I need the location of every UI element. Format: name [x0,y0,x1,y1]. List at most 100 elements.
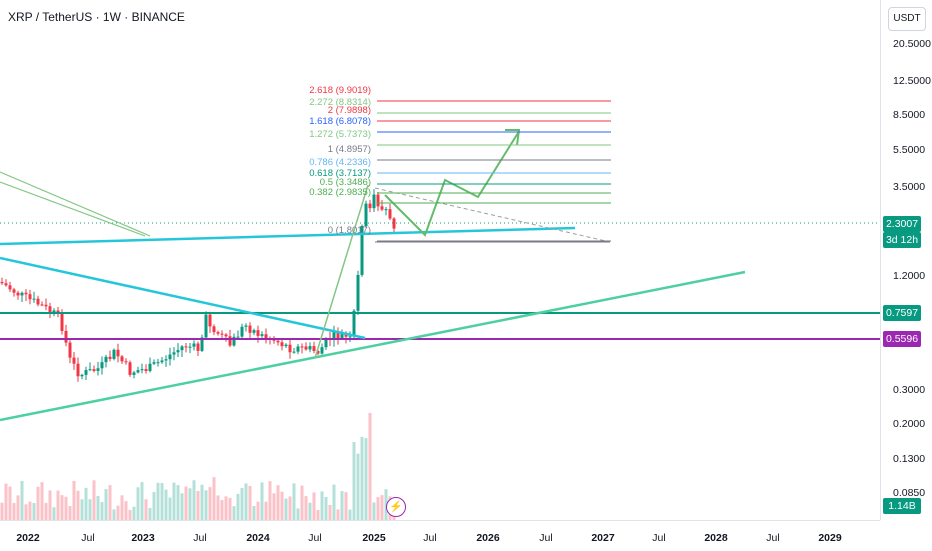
volume-bar [172,482,176,520]
projection-arrowhead [505,129,521,146]
candle-body [104,356,108,363]
candle-body [12,289,16,293]
volume-bar [244,483,248,520]
candle-body [172,352,176,355]
candle-body [120,356,124,362]
volume-bar [204,490,208,520]
candle-body [48,306,52,313]
candle-body [116,349,120,357]
candle-body [100,362,104,369]
volume-bar [284,498,288,520]
candle-body [4,283,8,286]
time-tick: 2026 [476,532,500,544]
candle-body [52,310,56,313]
volume-bar [292,483,296,520]
volume-bar [176,485,180,520]
candle-body [136,370,140,373]
projection-path [384,132,519,237]
price-tick: 5.5000 [893,144,926,156]
price-tick: 3.5000 [893,181,926,193]
price-chart[interactable]: 2.618 (9.9019)2.272 (8.8314)2 (7.9898)1.… [0,0,880,520]
volume-tag: 1.14B [883,498,921,514]
candle-body [368,203,372,209]
volume-bar [56,490,60,520]
volume-bar [16,495,20,520]
fib-level-label: 1.618 (6.8078) [309,116,371,127]
candle-body [124,361,128,363]
volume-bar [336,509,340,520]
volume-bar [344,492,348,520]
time-scale[interactable] [0,520,880,551]
lightning-icon[interactable]: ⚡ [386,497,406,517]
candle-body [56,310,60,313]
candle-body [148,363,152,371]
volume-bar [160,483,164,520]
volume-bar [228,497,232,520]
candle-body [196,343,200,351]
volume-bar [348,509,352,520]
volume-bar [264,501,268,520]
candle-body [316,350,320,354]
candle-body [24,292,28,295]
currency-button[interactable]: USDT [888,7,926,31]
volume-bar [92,480,96,520]
volume-bar [272,493,276,520]
candle-body [88,369,92,371]
symbol-title[interactable]: XRP / TetherUS · 1W · BINANCE [8,10,185,24]
fib-level-label: 0.618 (3.7137) [309,168,371,179]
chart-pane[interactable]: 2.618 (9.9019) 2.272 (8.8314) 2 (7.9898) 1.… [0,0,880,520]
time-tick: 2027 [591,532,615,544]
volume-bar [80,499,84,520]
volume-bar [188,488,192,520]
candle-body [296,346,300,352]
volume-bar [256,501,260,520]
time-tick: Jul [81,532,95,544]
candle-body [84,370,88,375]
price-scale[interactable] [880,0,932,520]
volume-bar [316,509,320,520]
candle-body [332,331,336,340]
volume-bar [20,480,24,520]
volume-bar [124,501,128,520]
volume-bar [128,509,132,520]
price-tick: 12.5000 [893,75,931,87]
candle-body [260,334,264,336]
volume-bar [152,491,156,520]
candle-body [44,304,48,307]
candle-body [192,343,196,347]
time-tick: Jul [652,532,666,544]
candle-body [352,310,356,337]
candle-body [64,330,68,343]
volume-bar [300,485,304,520]
volume-bar [24,504,28,520]
level-tag-green: 0.7597 [883,305,921,321]
candle-body [248,325,252,333]
volume-bar [312,492,316,520]
price-tick: 0.3000 [893,384,926,396]
time-tick: Jul [539,532,553,544]
volume-bar [168,497,172,520]
candle-body [112,349,116,359]
fib-level-label: 1 (4.8957) [328,144,371,155]
volume-bars [0,412,396,520]
volume-bar [32,503,36,520]
candle-body [244,325,248,327]
trendline-blue-lower [0,256,366,340]
candle-body [140,369,144,371]
price-tick: 1.2000 [893,270,926,282]
fib-level-label: 0.786 (4.2336) [309,157,371,168]
candle-body [128,362,132,375]
volume-bar [340,491,344,520]
candle-body [76,363,80,377]
candle-body [212,326,216,333]
candle-body [320,347,324,354]
candle-body [224,334,228,337]
volume-bar [184,486,188,520]
dashed-projection [374,187,611,243]
volume-bar [84,487,88,520]
price-tick: 20.5000 [893,38,931,50]
fib-level-label: 2 (7.9898) [328,105,371,116]
fib-level-label: 0 (1.8017) [328,225,371,236]
time-tick: Jul [423,532,437,544]
volume-bar [88,499,92,520]
